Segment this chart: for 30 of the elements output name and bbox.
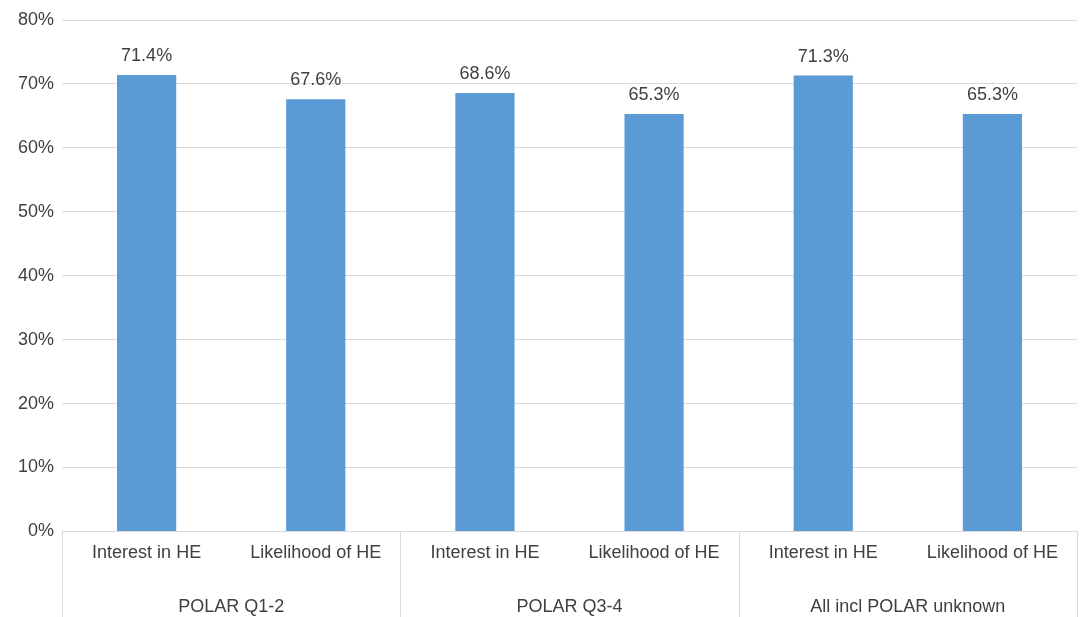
text: POLAR Q1-2 — [178, 596, 285, 617]
y-tick-label: 0% — [28, 520, 55, 541]
y-tick-label: 70% — [18, 72, 55, 93]
bar — [793, 75, 853, 531]
bar — [455, 92, 515, 531]
y-tick-label: 60% — [18, 136, 55, 157]
y-tick-label: 20% — [18, 392, 55, 413]
bar — [962, 113, 1023, 531]
x-tick-label: Interest in HE — [430, 542, 540, 563]
text: All incl POLAR unknown — [810, 596, 1006, 617]
data-label: 68.6% — [459, 62, 511, 83]
x-tick-label: Likelihood of HE — [926, 542, 1058, 563]
data-label: 65.3% — [966, 83, 1018, 104]
bar — [624, 113, 684, 531]
bar — [117, 74, 177, 531]
y-tick-label: 80% — [18, 8, 55, 29]
data-label: 67.6% — [290, 69, 342, 90]
x-tick-label: Interest in HE — [768, 542, 878, 563]
bar — [286, 99, 346, 531]
y-tick-label: 50% — [18, 200, 55, 221]
data-label: 65.3% — [628, 83, 680, 104]
x-tick-label: Interest in HE — [92, 542, 202, 563]
y-tick-label: 40% — [18, 264, 55, 285]
y-tick-label: 30% — [18, 328, 55, 349]
text: POLAR Q3-4 — [516, 596, 623, 617]
y-tick-label: 10% — [18, 456, 55, 477]
data-label: 71.4% — [121, 44, 173, 65]
x-tick-label: Likelihood of HE — [250, 542, 382, 563]
data-label: 71.3% — [797, 45, 849, 66]
x-tick-label: Likelihood of HE — [588, 542, 720, 563]
